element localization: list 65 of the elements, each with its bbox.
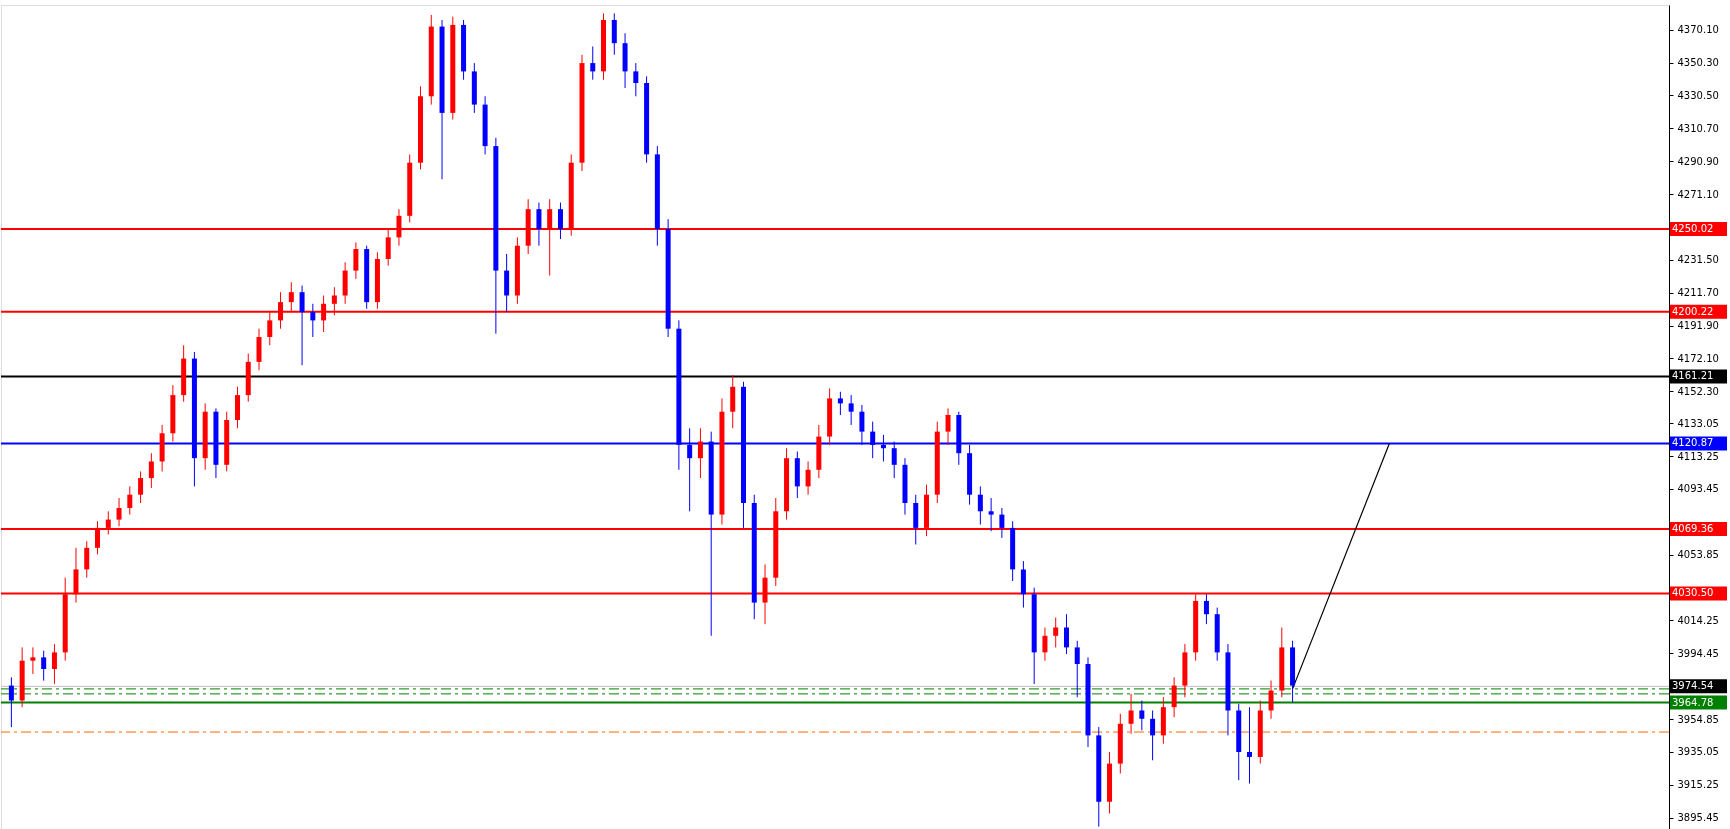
y-tick-label: 4211.70 [1677,287,1719,299]
ref-line-label: 4120.87 [1672,437,1714,449]
y-tick-label: 3954.85 [1677,713,1719,725]
candlestick [30,646,36,675]
y-tick-label: 4350.30 [1677,57,1719,69]
candlestick [41,650,47,682]
candlestick [8,676,14,728]
candlestick [299,285,305,366]
y-tick-label: 3935.05 [1677,746,1719,758]
candlestick [1171,676,1177,718]
y-tick-label: 4014.25 [1677,614,1719,626]
candlestick [611,12,617,56]
candlestick [1203,593,1209,625]
y-tick-label: 4093.45 [1677,483,1719,495]
ref-line-label: 4161.21 [1672,370,1714,382]
candlestick [1247,706,1252,785]
y-tick-label: 3895.45 [1677,812,1719,824]
y-tick-label: 4113.25 [1677,450,1719,462]
y-tick-label: 4172.10 [1677,352,1719,364]
ref-line-label: 3974.54 [1672,680,1714,692]
y-tick-label: 4053.85 [1677,549,1719,561]
ref-line-label: 4200.22 [1672,305,1714,317]
candlestick [945,407,951,446]
ref-line-label: 4030.50 [1672,587,1714,599]
candlestick [977,485,983,526]
y-tick-label: 4310.70 [1677,122,1719,134]
y-tick-label: 4133.05 [1677,417,1719,429]
y-tick-label: 4271.10 [1677,188,1719,200]
y-tick-label: 4231.50 [1677,254,1719,266]
candlestick [1128,693,1134,735]
candlestick [1139,700,1145,731]
candlestick [999,507,1005,539]
candlestick [1063,613,1069,655]
ref-line-label: 4069.36 [1672,522,1714,534]
candlestick [148,452,154,489]
y-tick-label: 4290.90 [1677,155,1719,167]
ref-line-label: 4250.02 [1672,223,1714,235]
y-tick-label: 4330.50 [1677,89,1719,101]
candlestick [988,497,994,532]
candlestick [837,391,843,416]
candlestick [848,394,854,426]
candlestick [127,485,133,516]
candlestick [536,202,542,247]
candlestick [310,303,316,338]
candlestick [590,46,596,81]
candlestick [1268,680,1274,720]
candlestick [1150,709,1156,761]
y-tick-label: 3994.45 [1677,647,1719,659]
candlestick [557,202,563,240]
y-tick-label: 3915.25 [1677,779,1719,791]
candlestick [633,62,639,97]
candlestick [697,427,703,479]
candlestick [138,470,144,504]
candlestick [1042,626,1048,662]
ref-line-label: 3964.78 [1672,696,1714,708]
candlestick [1053,617,1059,648]
candlestick [51,643,57,685]
y-tick-label: 4370.10 [1677,24,1719,36]
candlestick [805,460,811,496]
candlestick [116,497,122,527]
candlestick [84,540,90,579]
y-tick-label: 4152.30 [1677,385,1719,397]
y-tick-label: 4191.90 [1677,320,1719,332]
candlestick [1074,640,1080,698]
candlestick [353,241,359,280]
